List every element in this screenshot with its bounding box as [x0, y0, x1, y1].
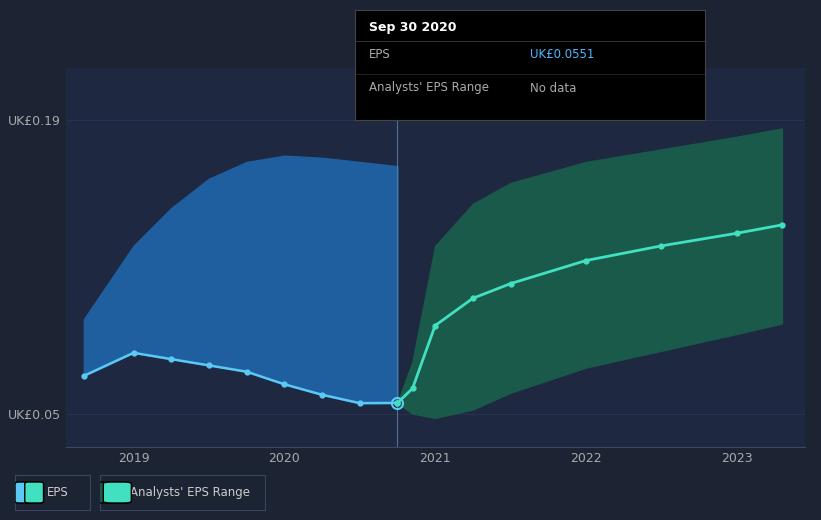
FancyBboxPatch shape — [15, 482, 44, 503]
Text: Analysts' EPS Range: Analysts' EPS Range — [130, 486, 250, 499]
Text: No data: No data — [530, 82, 576, 95]
Text: EPS: EPS — [47, 486, 68, 499]
Text: Analysts' EPS Range: Analysts' EPS Range — [369, 82, 489, 95]
FancyBboxPatch shape — [95, 482, 131, 503]
Text: EPS: EPS — [369, 48, 391, 61]
Text: Analysts Forecasts: Analysts Forecasts — [402, 82, 511, 95]
Text: Sep 30 2020: Sep 30 2020 — [369, 21, 456, 34]
Text: Actual: Actual — [356, 82, 393, 95]
FancyBboxPatch shape — [25, 482, 44, 503]
Text: UK£0.0551: UK£0.0551 — [530, 48, 594, 61]
FancyBboxPatch shape — [103, 482, 131, 503]
